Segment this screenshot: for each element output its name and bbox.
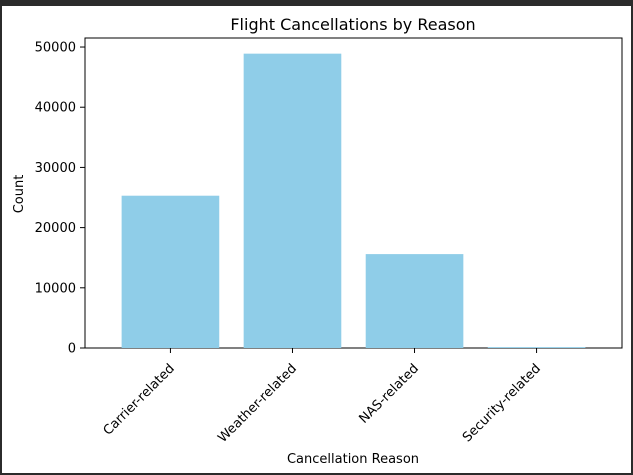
y-tick-label: 20000 [35,221,76,236]
bar-nas-related [365,254,464,348]
x-axis-label: Cancellation Reason [287,452,419,467]
bar-security-related [487,347,586,348]
x-tick-label: NAS-related [356,361,421,426]
y-tick-label: 30000 [35,161,76,176]
chart-title: Flight Cancellations by Reason [230,15,475,34]
x-tick-label: Security-related [460,361,544,445]
y-tick-label: 50000 [35,41,76,56]
x-tick-label: Carrier-related [101,361,178,438]
x-axis: Carrier-related Weather-related NAS-relate… [101,348,544,446]
y-axis: 0 10000 20000 30000 40000 50000 [35,41,85,357]
y-tick-label: 10000 [35,281,76,296]
y-tick-label: 0 [68,342,76,357]
bar-carrier-related [121,195,220,348]
bar-weather-related [243,53,342,349]
y-tick-label: 40000 [35,101,76,116]
x-tick-label: Weather-related [215,361,300,446]
bars-group [121,53,586,349]
plot-area-frame [84,37,623,349]
y-axis-label: Count [12,175,27,214]
